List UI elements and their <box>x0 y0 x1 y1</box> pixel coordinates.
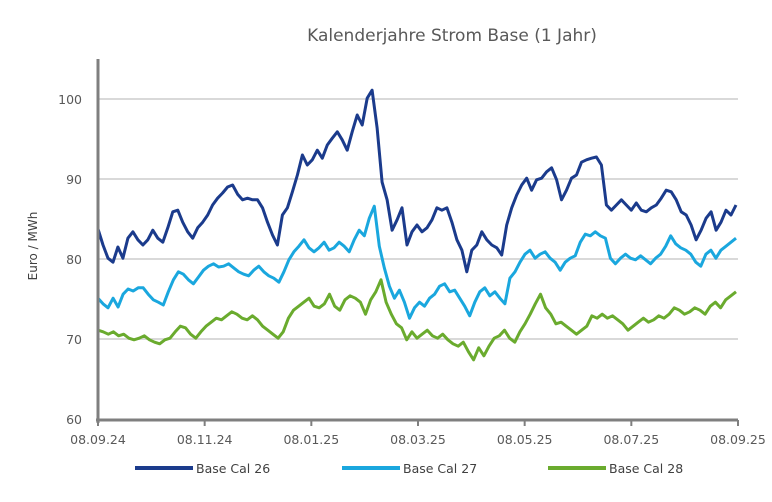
series-line-1 <box>96 88 738 274</box>
x-tick-label: 08.05.25 <box>497 432 553 447</box>
y-tick-label: 70 <box>66 332 82 347</box>
legend-label: Base Cal 28 <box>609 461 683 476</box>
x-tick-label: 08.09.25 <box>710 432 766 447</box>
series-line-3 <box>97 278 737 362</box>
y-axis-label: Euro / MWh <box>26 212 40 281</box>
x-tick-label: 08.03.25 <box>390 432 446 447</box>
x-tick-labels: 08.09.24 08.11.24 08.01.25 08.03.25 08.05.25… <box>70 420 766 447</box>
x-tick-label: 08.01.25 <box>283 432 339 447</box>
y-tick-label: 60 <box>66 412 82 427</box>
x-tick-label: 08.09.24 <box>70 432 126 447</box>
legend-label: Base Cal 27 <box>403 461 477 476</box>
y-tick-label: 100 <box>58 92 82 107</box>
x-tick-label: 08.11.24 <box>177 432 233 447</box>
series-lines <box>96 88 738 362</box>
legend-item: Base Cal 26 <box>135 461 270 476</box>
y-tick-labels: 60 70 80 90 100 <box>58 92 82 427</box>
chart-title: Kalenderjahre Strom Base (1 Jahr) <box>307 26 597 46</box>
legend-item: Base Cal 28 <box>548 461 683 476</box>
legend: Base Cal 26 Base Cal 27 Base Cal 28 <box>135 461 683 476</box>
series-line-2 <box>96 204 737 320</box>
legend-item: Base Cal 27 <box>342 461 477 476</box>
y-tick-label: 80 <box>66 252 82 267</box>
y-tick-label: 90 <box>66 172 82 187</box>
x-tick-label: 08.07.25 <box>603 432 659 447</box>
legend-label: Base Cal 26 <box>196 461 270 476</box>
